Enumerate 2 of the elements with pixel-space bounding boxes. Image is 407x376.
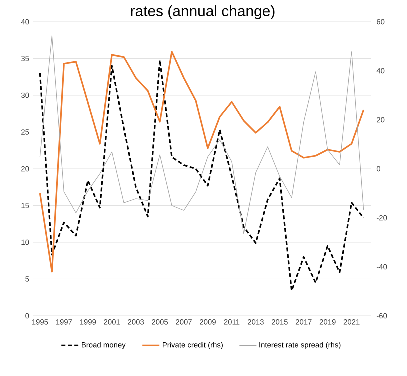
line-series [40,36,364,234]
chart-title: rates (annual change) [131,6,275,20]
